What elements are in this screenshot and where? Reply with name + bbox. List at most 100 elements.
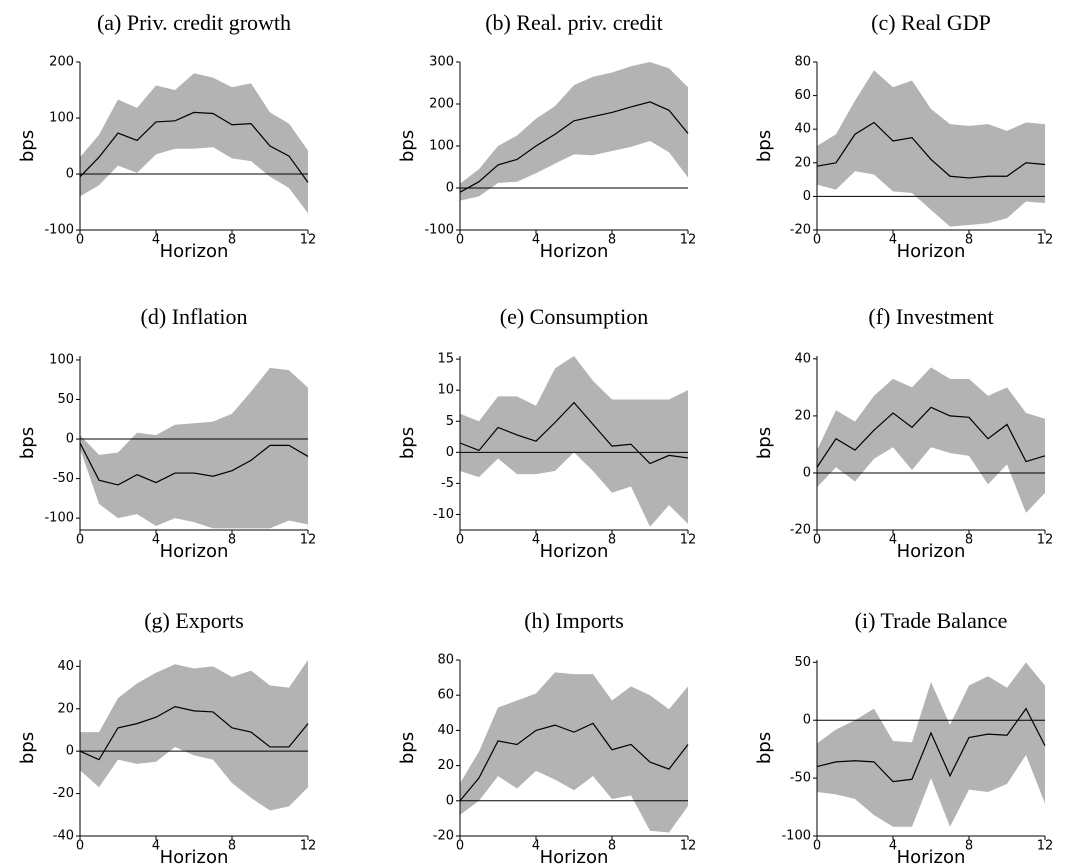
response-line: [816, 406, 1046, 468]
confidence-band: [460, 672, 688, 833]
x-tick-label: 4: [152, 533, 160, 548]
y-tick-label: -50: [790, 771, 811, 786]
x-tick-label: 4: [152, 839, 160, 854]
y-tick-label: 40: [794, 351, 811, 366]
response-line: [816, 707, 1046, 783]
x-tick-label: 12: [300, 233, 317, 248]
y-tick-label: -50: [53, 471, 74, 486]
y-axis-label: bps: [17, 130, 38, 162]
x-tick-label: 12: [680, 533, 697, 548]
x-tick-label: 12: [680, 839, 697, 854]
y-tick-label: 0: [803, 713, 811, 728]
confidence-band: [460, 356, 688, 527]
response-line: [79, 442, 309, 486]
panel-title: (h) Imports: [524, 608, 624, 633]
y-tick-label: 40: [437, 723, 454, 738]
response-line: [459, 401, 689, 465]
x-tick-label: 8: [965, 839, 973, 854]
panel-title: (a) Priv. credit growth: [97, 10, 291, 35]
x-tick-label: 8: [965, 533, 973, 548]
y-tick-label: 10: [437, 383, 454, 398]
confidence-band: [817, 367, 1045, 513]
confidence-band: [80, 73, 308, 214]
x-axis-label: Horizon: [160, 241, 229, 262]
y-tick-label: 60: [437, 688, 454, 703]
y-axis-label: bps: [17, 427, 38, 459]
panel-title: (g) Exports: [144, 608, 244, 633]
y-axis-label: bps: [397, 732, 418, 764]
y-tick-label: 40: [57, 659, 74, 674]
x-tick-label: 8: [608, 233, 616, 248]
y-tick-label: 0: [446, 793, 454, 808]
y-tick-label: 0: [803, 465, 811, 480]
response-line: [79, 111, 309, 183]
y-axis-label: bps: [397, 130, 418, 162]
x-axis-label: Horizon: [160, 541, 229, 562]
x-tick-label: 0: [456, 233, 464, 248]
y-axis-label: bps: [754, 427, 775, 459]
y-tick-label: 200: [49, 55, 74, 70]
y-tick-label: 20: [794, 408, 811, 423]
x-tick-label: 12: [300, 533, 317, 548]
panel-title: (b) Real. priv. credit: [485, 10, 663, 35]
panel-title: (i) Trade Balance: [855, 608, 1008, 633]
x-tick-label: 4: [532, 533, 540, 548]
response-line: [816, 121, 1046, 179]
x-tick-label: 8: [228, 233, 236, 248]
y-tick-label: -100: [424, 223, 454, 238]
panel-title: (d) Inflation: [141, 304, 248, 329]
x-tick-label: 4: [889, 233, 897, 248]
y-tick-label: 80: [794, 55, 811, 70]
x-axis-label: Horizon: [540, 847, 609, 865]
x-tick-label: 4: [152, 233, 160, 248]
x-axis-label: Horizon: [160, 847, 229, 865]
y-tick-label: 5: [446, 414, 454, 429]
y-tick-label: 40: [794, 122, 811, 137]
panel-title: (e) Consumption: [500, 304, 649, 329]
y-axis-label: bps: [397, 427, 418, 459]
panel-title: (c) Real GDP: [871, 10, 991, 35]
y-tick-label: -40: [53, 829, 74, 844]
y-tick-label: 0: [446, 445, 454, 460]
y-tick-label: -20: [790, 523, 811, 538]
x-tick-label: 0: [76, 839, 84, 854]
x-tick-label: 0: [813, 839, 821, 854]
response-line: [79, 706, 309, 761]
y-axis-label: bps: [754, 130, 775, 162]
confidence-band: [460, 62, 688, 201]
y-tick-label: -100: [781, 829, 811, 844]
x-tick-label: 12: [300, 839, 317, 854]
panel-title: (f) Investment: [868, 304, 993, 329]
x-tick-label: 0: [813, 533, 821, 548]
x-axis-label: Horizon: [897, 541, 966, 562]
x-tick-label: 12: [1037, 839, 1054, 854]
y-tick-label: 50: [57, 392, 74, 407]
y-tick-label: 60: [794, 88, 811, 103]
x-tick-label: 12: [680, 233, 697, 248]
x-tick-label: 8: [965, 233, 973, 248]
y-tick-label: -20: [790, 223, 811, 238]
y-axis-label: bps: [17, 732, 38, 764]
y-tick-label: -100: [44, 223, 74, 238]
y-tick-label: 20: [57, 701, 74, 716]
y-tick-label: 20: [794, 155, 811, 170]
x-tick-label: 4: [889, 533, 897, 548]
y-tick-label: 20: [437, 758, 454, 773]
x-tick-label: 8: [608, 533, 616, 548]
y-axis-label: bps: [754, 732, 775, 764]
x-tick-label: 4: [889, 839, 897, 854]
x-axis-label: Horizon: [540, 241, 609, 262]
confidence-band: [80, 367, 308, 529]
y-tick-label: -5: [441, 476, 454, 491]
y-tick-label: -100: [44, 511, 74, 526]
confidence-band: [817, 70, 1045, 227]
x-tick-label: 4: [532, 233, 540, 248]
response-line: [459, 101, 689, 193]
y-tick-label: 0: [446, 181, 454, 196]
y-tick-label: 15: [437, 352, 454, 367]
x-tick-label: 0: [456, 533, 464, 548]
x-axis-label: Horizon: [540, 541, 609, 562]
y-tick-label: -20: [53, 786, 74, 801]
x-tick-label: 12: [1037, 233, 1054, 248]
